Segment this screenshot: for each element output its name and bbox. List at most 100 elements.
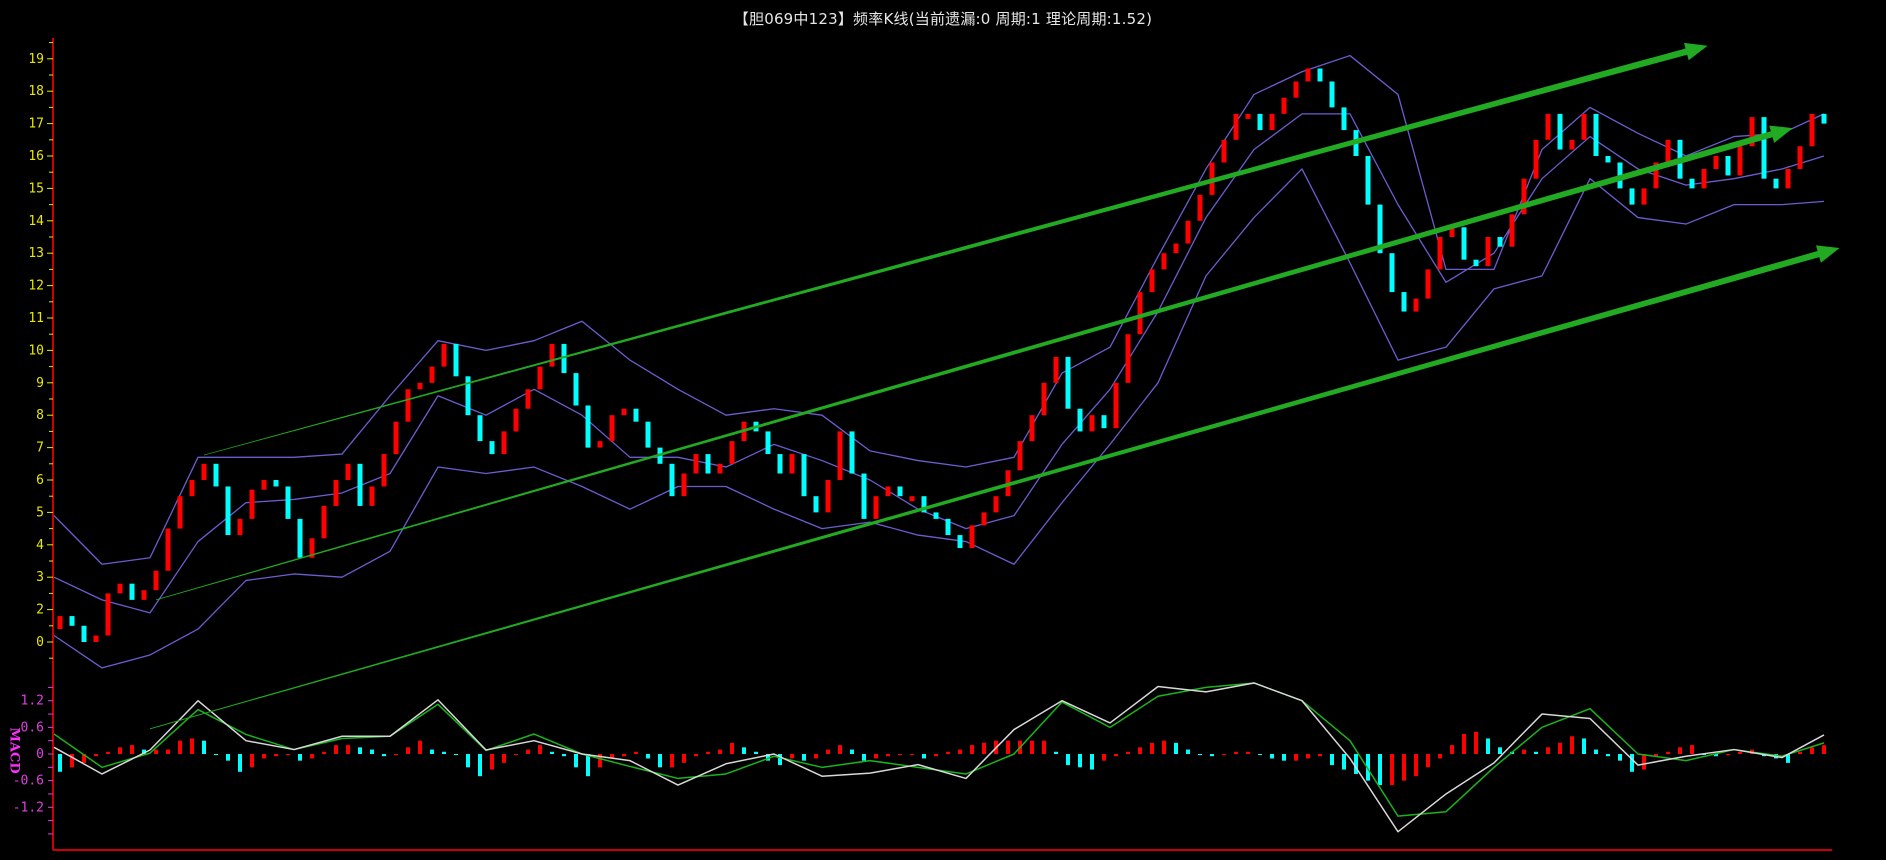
candle-down bbox=[897, 486, 903, 497]
candle-down bbox=[645, 421, 651, 448]
candle-down bbox=[573, 373, 579, 406]
macd-histogram-bar bbox=[1738, 751, 1742, 754]
candle-up bbox=[525, 389, 531, 409]
macd-histogram-bar bbox=[202, 740, 206, 754]
macd-histogram-bar bbox=[1150, 742, 1154, 754]
macd-histogram-bar bbox=[1702, 754, 1706, 755]
macd-histogram-bar bbox=[1486, 738, 1490, 754]
candle-up bbox=[1029, 415, 1035, 442]
macd-histogram-bar bbox=[814, 754, 818, 759]
macd-histogram-bar bbox=[130, 745, 134, 754]
candle-down bbox=[489, 441, 495, 455]
macd-histogram-bar bbox=[622, 754, 626, 757]
macd-histogram-bar bbox=[1354, 754, 1358, 774]
candle-down bbox=[777, 454, 783, 474]
candle-up bbox=[549, 343, 555, 367]
macd-histogram-bar bbox=[802, 754, 806, 761]
candle-up bbox=[1125, 334, 1131, 383]
axes: 0 2 3 4 5 6 7 8 9 10 11 12 13 14 15 16 17 18 19 1.2 0.6 0 -0.6… bbox=[13, 38, 1832, 851]
candle-up bbox=[117, 583, 123, 594]
candles bbox=[57, 68, 1827, 642]
macd-histogram-bar bbox=[730, 742, 734, 754]
macd-histogram-bar bbox=[670, 754, 674, 768]
macd-histogram-bar bbox=[1618, 754, 1622, 761]
macd-histogram-bar bbox=[1558, 742, 1562, 754]
candle-up bbox=[1197, 194, 1203, 221]
candle-up bbox=[1041, 382, 1047, 416]
macd-histogram-bar bbox=[1570, 736, 1574, 754]
candle-down bbox=[861, 473, 867, 519]
candle-down bbox=[1077, 408, 1083, 432]
candle-up bbox=[1281, 97, 1287, 114]
macd-histogram-bar bbox=[1606, 754, 1610, 757]
macd-histogram-bar bbox=[418, 740, 422, 754]
macd-histogram-bar bbox=[1126, 751, 1130, 754]
macd-histogram-bar bbox=[1198, 754, 1202, 755]
trend-lines bbox=[149, 42, 1840, 730]
macd-histogram-bar bbox=[490, 754, 494, 770]
candle-up bbox=[417, 382, 423, 390]
price-tick-label: 13 bbox=[28, 246, 44, 261]
macd-histogram-bar bbox=[886, 754, 890, 757]
candle-up bbox=[405, 389, 411, 422]
macd-histogram-bar bbox=[1630, 754, 1634, 772]
macd-histogram-bar bbox=[586, 754, 590, 777]
macd-histogram-bar bbox=[1798, 751, 1802, 754]
candle-up bbox=[609, 415, 615, 442]
candle-down bbox=[1401, 292, 1407, 312]
candle-down bbox=[1473, 259, 1479, 267]
macd-histogram-bar bbox=[214, 754, 218, 755]
candle-up bbox=[825, 480, 831, 513]
macd-histogram-bar bbox=[286, 754, 290, 755]
price-tick-label: 7 bbox=[36, 441, 44, 456]
macd-histogram-bar bbox=[370, 749, 374, 754]
price-tick-label: 2 bbox=[36, 603, 44, 618]
macd-histogram-bar bbox=[406, 747, 410, 754]
candle-up bbox=[873, 496, 879, 519]
macd-histogram-bar bbox=[382, 754, 386, 757]
macd-histogram-bar bbox=[1534, 751, 1538, 754]
candle-down bbox=[801, 454, 807, 497]
macd-histogram-bar bbox=[1078, 754, 1082, 768]
bollinger-middle-band bbox=[53, 113, 1825, 614]
candle-up bbox=[693, 454, 699, 474]
price-tick-label: 8 bbox=[36, 408, 44, 423]
macd-histogram-bar bbox=[826, 749, 830, 754]
candle-up bbox=[177, 496, 183, 529]
candle-up bbox=[93, 635, 99, 642]
candle-up bbox=[345, 463, 351, 480]
macd-histogram-bar bbox=[1258, 754, 1262, 755]
candle-up bbox=[201, 463, 207, 480]
macd-histogram-bar bbox=[1678, 747, 1682, 754]
macd-tick-label: 1.2 bbox=[21, 694, 44, 709]
macd-histogram-bar bbox=[1522, 749, 1526, 754]
candle-down bbox=[1389, 253, 1395, 293]
macd-histogram-bar bbox=[118, 747, 122, 754]
macd-histogram-bar bbox=[1822, 745, 1826, 754]
candle-up bbox=[1425, 269, 1431, 299]
macd-histogram-bar bbox=[1390, 754, 1394, 786]
macd-histogram-bar bbox=[1282, 754, 1286, 761]
macd-histogram-bar bbox=[154, 749, 158, 754]
candle-down bbox=[1773, 178, 1779, 189]
macd-tick-label: -0.6 bbox=[13, 774, 44, 789]
macd-histogram-bar bbox=[550, 751, 554, 754]
candle-up bbox=[1449, 227, 1455, 237]
price-tick-label: 3 bbox=[36, 570, 44, 585]
macd-histogram-bar bbox=[754, 751, 758, 754]
candle-up bbox=[1533, 139, 1539, 179]
macd-histogram-bar bbox=[850, 749, 854, 754]
candle-up bbox=[537, 366, 543, 390]
macd-histogram-bar bbox=[1366, 754, 1370, 781]
macd-histogram-bar bbox=[1174, 742, 1178, 754]
candle-up bbox=[1641, 188, 1647, 205]
macd-histogram-bar bbox=[1786, 754, 1790, 763]
macd-histogram-bar bbox=[922, 754, 926, 759]
macd-histogram-bar bbox=[1474, 731, 1478, 754]
macd-histogram-bar bbox=[1342, 754, 1346, 770]
macd-histogram-bar bbox=[178, 740, 182, 754]
candle-up bbox=[909, 496, 915, 502]
macd-histogram-bar bbox=[1138, 747, 1142, 754]
candle-up bbox=[1581, 113, 1587, 140]
macd-lines bbox=[53, 682, 1825, 833]
